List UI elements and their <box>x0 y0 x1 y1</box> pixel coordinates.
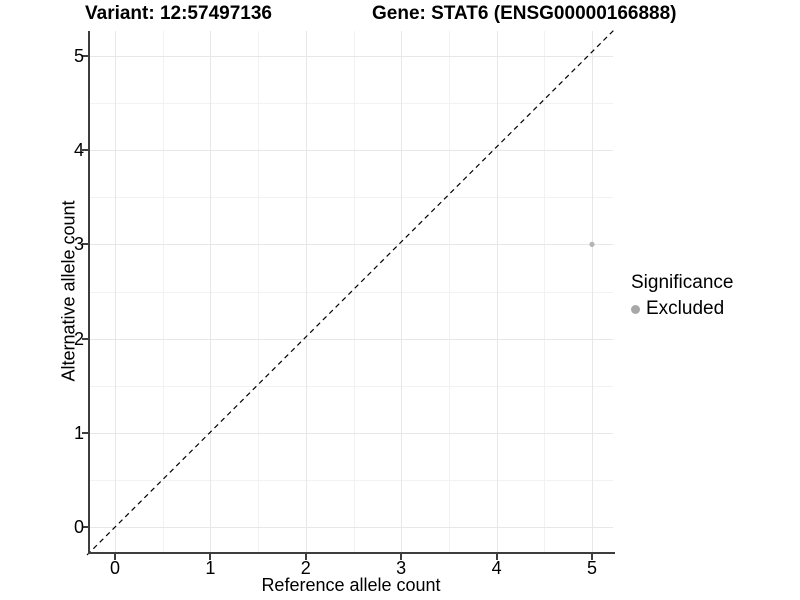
x-tick-label: 5 <box>586 558 597 578</box>
plot-canvas <box>86 27 617 556</box>
y-axis-title: Alternative allele count <box>58 200 79 382</box>
plot-panel <box>86 27 617 556</box>
major-gridline-y <box>90 527 613 528</box>
y-tick-mark <box>82 55 88 57</box>
identity-dashed-line <box>86 27 617 556</box>
y-tick-mark <box>82 526 88 528</box>
plot-title-variant: Variant: 12:57497136 <box>85 3 272 24</box>
minor-gridline-y <box>90 385 613 387</box>
legend-item-excluded: Excluded <box>631 298 733 320</box>
x-tick-mark <box>304 554 307 560</box>
y-tick-mark <box>82 431 88 434</box>
x-tick-mark <box>209 554 212 560</box>
y-tick-label: 4 <box>73 140 84 161</box>
data-point-excluded <box>589 241 595 247</box>
y-tick-label: 3 <box>73 234 84 255</box>
major-gridline-x <box>210 31 212 552</box>
y-tick-mark <box>82 149 88 152</box>
minor-gridline-y <box>90 103 613 105</box>
major-gridline-y <box>90 338 613 340</box>
x-tick-mark <box>495 554 498 560</box>
major-gridline-x <box>305 31 307 552</box>
x-axis-title: Reference allele count <box>261 575 441 595</box>
x-tick-label: 2 <box>300 558 311 578</box>
legend-title: Significance <box>631 272 734 293</box>
x-tick-label: 1 <box>205 558 216 578</box>
excluded-dot-icon <box>631 304 640 314</box>
minor-gridline-y <box>90 197 613 199</box>
major-gridline-x <box>115 31 116 552</box>
y-tick-label: 2 <box>73 328 84 349</box>
major-gridline-y <box>90 432 613 434</box>
x-tick-mark <box>591 554 593 560</box>
y-tick-label: 5 <box>73 46 84 66</box>
y-tick-label: 1 <box>73 422 84 443</box>
major-gridline-x <box>496 31 498 552</box>
legend: Significance Excluded <box>631 272 733 320</box>
major-gridline-y <box>90 244 613 246</box>
minor-gridline-y <box>90 479 613 481</box>
x-tick-label: 4 <box>491 558 502 578</box>
major-gridline-y <box>90 150 613 152</box>
major-gridline-y <box>90 56 613 57</box>
major-gridline-x <box>592 31 593 552</box>
y-tick-mark <box>82 337 88 340</box>
y-tick-mark <box>82 243 88 246</box>
y-axis-line <box>88 31 90 554</box>
x-tick-label: 0 <box>109 558 120 578</box>
legend-item-label: Excluded <box>646 298 725 319</box>
y-tick-label: 0 <box>73 517 84 537</box>
x-tick-label: 3 <box>396 558 407 578</box>
x-tick-mark <box>114 554 116 560</box>
plot-title-gene: Gene: STAT6 (ENSG00000166888) <box>372 3 677 24</box>
x-tick-mark <box>400 554 403 560</box>
points-layer <box>589 241 595 247</box>
x-axis-line <box>88 552 615 554</box>
major-gridline-x <box>401 31 403 552</box>
